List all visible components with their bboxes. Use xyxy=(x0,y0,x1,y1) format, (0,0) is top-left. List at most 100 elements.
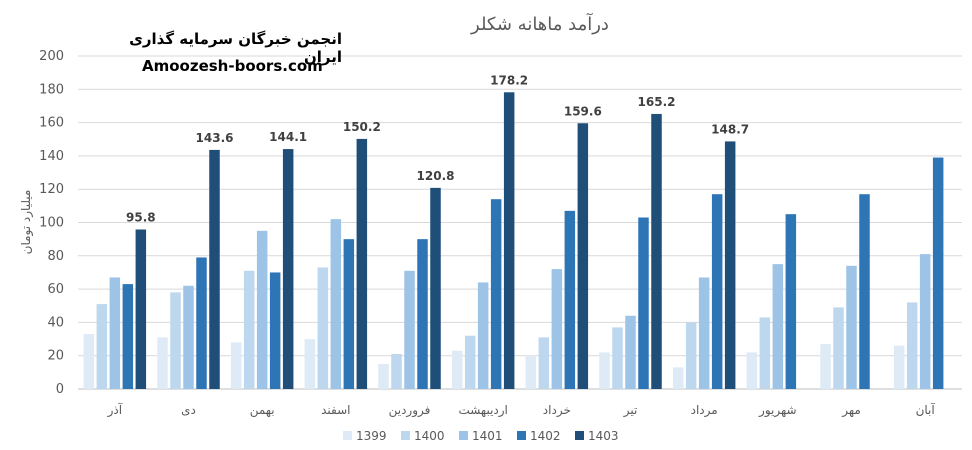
bar-1401 xyxy=(183,285,194,389)
bar-1401 xyxy=(477,282,489,389)
bar-1401 xyxy=(330,219,342,389)
bar-1402 xyxy=(490,199,502,389)
legend-label: 1400 xyxy=(414,429,445,443)
bar-1401 xyxy=(109,277,121,389)
bar-1402 xyxy=(269,272,281,389)
bar-1403 xyxy=(209,149,220,389)
y-tick-label: 160 xyxy=(39,116,64,131)
bar-1403 xyxy=(503,92,515,389)
bar-1402 xyxy=(122,284,134,389)
bar-1401 xyxy=(772,264,784,389)
data-label: 120.8 xyxy=(417,169,455,183)
watermark-persian: انجمن خبرگان سرمایه گذاری ایران xyxy=(129,30,342,66)
bar-1403 xyxy=(577,123,589,390)
bar-1399 xyxy=(304,339,316,389)
bar-1402 xyxy=(711,194,723,389)
x-tick-label: مرداد xyxy=(691,403,718,418)
bar-1399 xyxy=(672,367,684,389)
legend-label: 1401 xyxy=(472,429,503,443)
x-tick-label: اردیبهشت xyxy=(458,403,507,418)
y-tick-label: 200 xyxy=(39,49,64,64)
bar-1403 xyxy=(135,229,147,389)
x-tick-label: مهر xyxy=(841,403,861,418)
legend-swatch xyxy=(343,431,352,440)
y-tick-label: 120 xyxy=(39,182,64,197)
data-label: 143.6 xyxy=(196,131,234,145)
y-tick-label: 140 xyxy=(39,149,64,164)
bar-1400 xyxy=(243,270,255,389)
x-tick-label: اسفند xyxy=(321,403,350,417)
bar-1400 xyxy=(612,327,623,389)
bar-1399 xyxy=(157,337,168,389)
bar-1401 xyxy=(551,269,563,389)
bar-1402 xyxy=(417,239,428,389)
data-label: 165.2 xyxy=(638,95,676,109)
grid: 0 20 40 60 80 100 120 140 160 180 200 xyxy=(39,49,962,397)
legend-swatch xyxy=(517,431,526,440)
chart-title: درآمد ماهانه شکلر xyxy=(470,12,609,35)
bars xyxy=(83,92,944,390)
x-tick-label: خرداد xyxy=(543,403,571,418)
bar-1400 xyxy=(170,292,181,389)
legend-label: 1399 xyxy=(356,429,387,443)
bar-1402 xyxy=(785,214,797,389)
bar-1399 xyxy=(378,364,389,389)
legend-swatch xyxy=(401,431,410,440)
legend-swatch xyxy=(575,431,584,440)
y-tick-label: 20 xyxy=(47,349,64,364)
bar-1402 xyxy=(196,257,207,389)
watermark-url: Amoozesh-boors.com xyxy=(142,57,323,75)
x-tick-label: دی xyxy=(181,403,196,417)
bar-1403 xyxy=(651,113,662,389)
x-tick-label: تیر xyxy=(623,403,638,418)
bar-1403 xyxy=(356,138,368,389)
legend: 1399 1400 1401 1402 1403 xyxy=(343,429,619,443)
data-labels: 95.8 143.6 144.1 150.2 120.8 178.2 159.6 165.2 1… xyxy=(126,73,749,224)
legend-swatch xyxy=(459,431,468,440)
x-tick-label: آذر xyxy=(107,402,123,418)
bar-1399 xyxy=(230,342,242,389)
bar-1401 xyxy=(625,315,636,389)
bar-1402 xyxy=(343,239,355,389)
data-label: 148.7 xyxy=(711,122,749,136)
y-tick-label: 100 xyxy=(39,216,64,231)
bar-1401 xyxy=(919,254,931,389)
bar-1401 xyxy=(256,230,268,389)
x-tick-label: بهمن xyxy=(250,403,275,418)
bar-1400 xyxy=(538,337,550,389)
bar-1403 xyxy=(724,141,736,389)
y-axis-label: میلیارد تومان xyxy=(19,190,34,255)
bar-1400 xyxy=(685,322,697,389)
data-label: 150.2 xyxy=(343,120,381,134)
bar-1401 xyxy=(404,270,415,389)
data-label: 144.1 xyxy=(269,130,307,144)
bar-1400 xyxy=(317,267,329,389)
y-tick-label: 80 xyxy=(47,249,64,264)
data-label: 95.8 xyxy=(126,210,156,224)
bar-1400 xyxy=(906,302,918,389)
bar-1402 xyxy=(859,194,870,389)
y-tick-label: 40 xyxy=(47,315,64,330)
bar-1399 xyxy=(599,352,610,389)
bar-1401 xyxy=(846,265,857,389)
bar-1399 xyxy=(83,334,95,389)
bar-1400 xyxy=(391,354,402,389)
bar-1400 xyxy=(96,304,108,389)
bar-1402 xyxy=(932,157,944,389)
legend-label: 1403 xyxy=(588,429,619,443)
data-label: 178.2 xyxy=(490,73,528,87)
bar-1402 xyxy=(564,210,576,389)
y-tick-label: 180 xyxy=(39,82,64,97)
bar-1403 xyxy=(282,149,294,389)
data-label: 159.6 xyxy=(564,104,602,118)
bar-1403 xyxy=(430,187,441,389)
bar-1400 xyxy=(464,335,476,389)
bar-1400 xyxy=(833,307,844,389)
x-tick-label: فروردین xyxy=(389,403,431,418)
x-axis: آذر دی بهمن اسفند فروردین اردیبهشت خرداد تیر مرد… xyxy=(107,402,936,418)
bar-1401 xyxy=(698,277,710,389)
x-tick-label: آبان xyxy=(916,402,936,417)
bar-1399 xyxy=(525,355,537,389)
bar-1399 xyxy=(820,344,831,389)
